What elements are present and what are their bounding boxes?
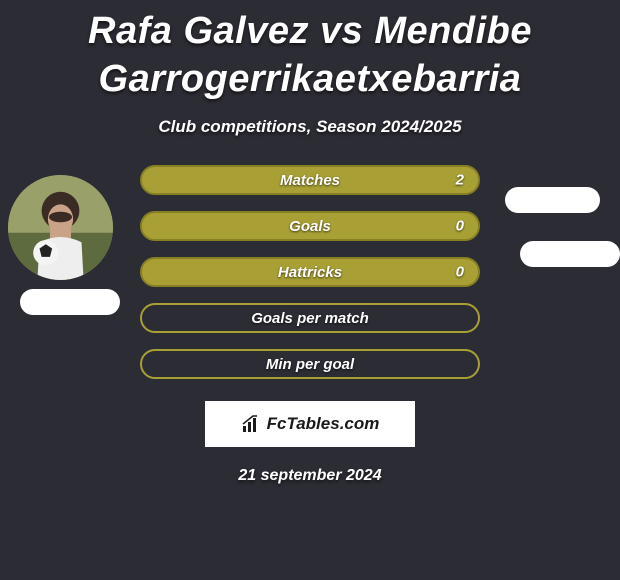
stat-bar: Goals 0 <box>140 211 480 241</box>
footer-date: 21 september 2024 <box>0 467 620 485</box>
stat-bar-value: 0 <box>456 218 464 235</box>
stat-bar-label: Goals per match <box>251 310 369 327</box>
stat-bar-label: Min per goal <box>266 356 354 373</box>
stat-bar-label: Matches <box>280 172 340 189</box>
avatar-icon <box>8 175 113 280</box>
bars-icon <box>241 414 261 434</box>
title-line-1: Rafa Galvez vs Mendibe <box>88 10 532 52</box>
decoration-pill-right-2 <box>520 241 620 267</box>
source-badge-text: FcTables.com <box>267 414 380 434</box>
title-line-2: Garrogerrikaetxebarria <box>99 58 522 100</box>
chart-area: Matches 2 Goals 0 Hattricks 0 Goals per match M… <box>0 165 620 379</box>
stat-bar-label: Goals <box>289 218 331 235</box>
stat-bar-value: 0 <box>456 264 464 281</box>
subtitle: Club competitions, Season 2024/2025 <box>0 117 620 137</box>
decoration-pill-left-1 <box>20 289 120 315</box>
stat-bar: Goals per match <box>140 303 480 333</box>
player-avatar-left <box>8 175 113 280</box>
stat-bar: Hattricks 0 <box>140 257 480 287</box>
decoration-pill-right-1 <box>505 187 600 213</box>
stat-bar: Matches 2 <box>140 165 480 195</box>
comparison-title: Rafa Galvez vs Mendibe Garrogerrikaetxeb… <box>0 0 620 103</box>
stat-bar-value: 2 <box>456 172 464 189</box>
stat-bar-label: Hattricks <box>278 264 342 281</box>
source-badge: FcTables.com <box>205 401 415 447</box>
stat-bars: Matches 2 Goals 0 Hattricks 0 Goals per match M… <box>140 165 480 379</box>
stat-bar: Min per goal <box>140 349 480 379</box>
